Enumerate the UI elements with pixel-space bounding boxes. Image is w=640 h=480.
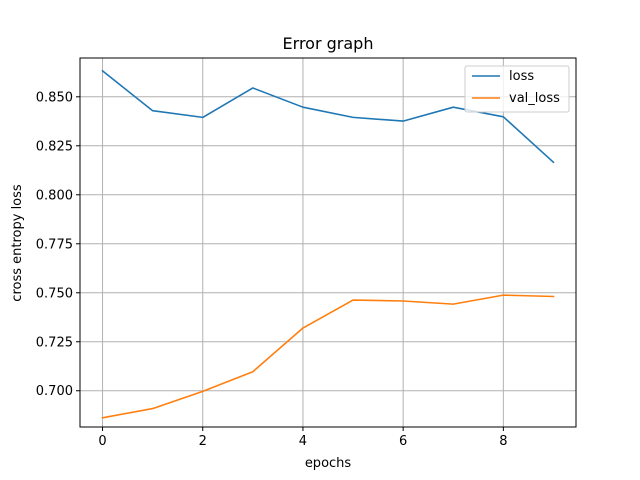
y-tick-label: 0.825 (36, 139, 73, 154)
legend-label-val-loss: val_loss (509, 91, 560, 106)
series-line-val-loss (101, 294, 555, 419)
plot-frame (79, 57, 577, 428)
y-tick-label: 0.775 (36, 237, 73, 252)
chart-title: Error graph (283, 34, 374, 53)
x-tick-label: 8 (499, 434, 507, 449)
y-tick-label: 0.850 (36, 90, 73, 105)
axis-ticks: 0 2 4 6 8 0.700 0.725 0.750 0.775 0.800 0.825 0.850 (36, 90, 508, 449)
x-tick-label: 6 (399, 434, 407, 449)
y-tick-label: 0.725 (36, 335, 73, 350)
x-tick-label: 0 (98, 434, 106, 449)
legend: loss val_loss (464, 65, 570, 113)
y-tick-label: 0.800 (36, 188, 73, 203)
y-tick-label: 0.700 (36, 384, 73, 399)
y-axis-label: cross entropy loss (10, 184, 25, 302)
x-tick-label: 4 (299, 434, 307, 449)
x-axis-label: epochs (305, 456, 352, 471)
legend-box (464, 65, 570, 113)
x-tick-label: 2 (199, 434, 207, 449)
legend-label-loss: loss (509, 69, 534, 84)
y-tick-label: 0.750 (36, 286, 73, 301)
grid (80, 58, 576, 427)
